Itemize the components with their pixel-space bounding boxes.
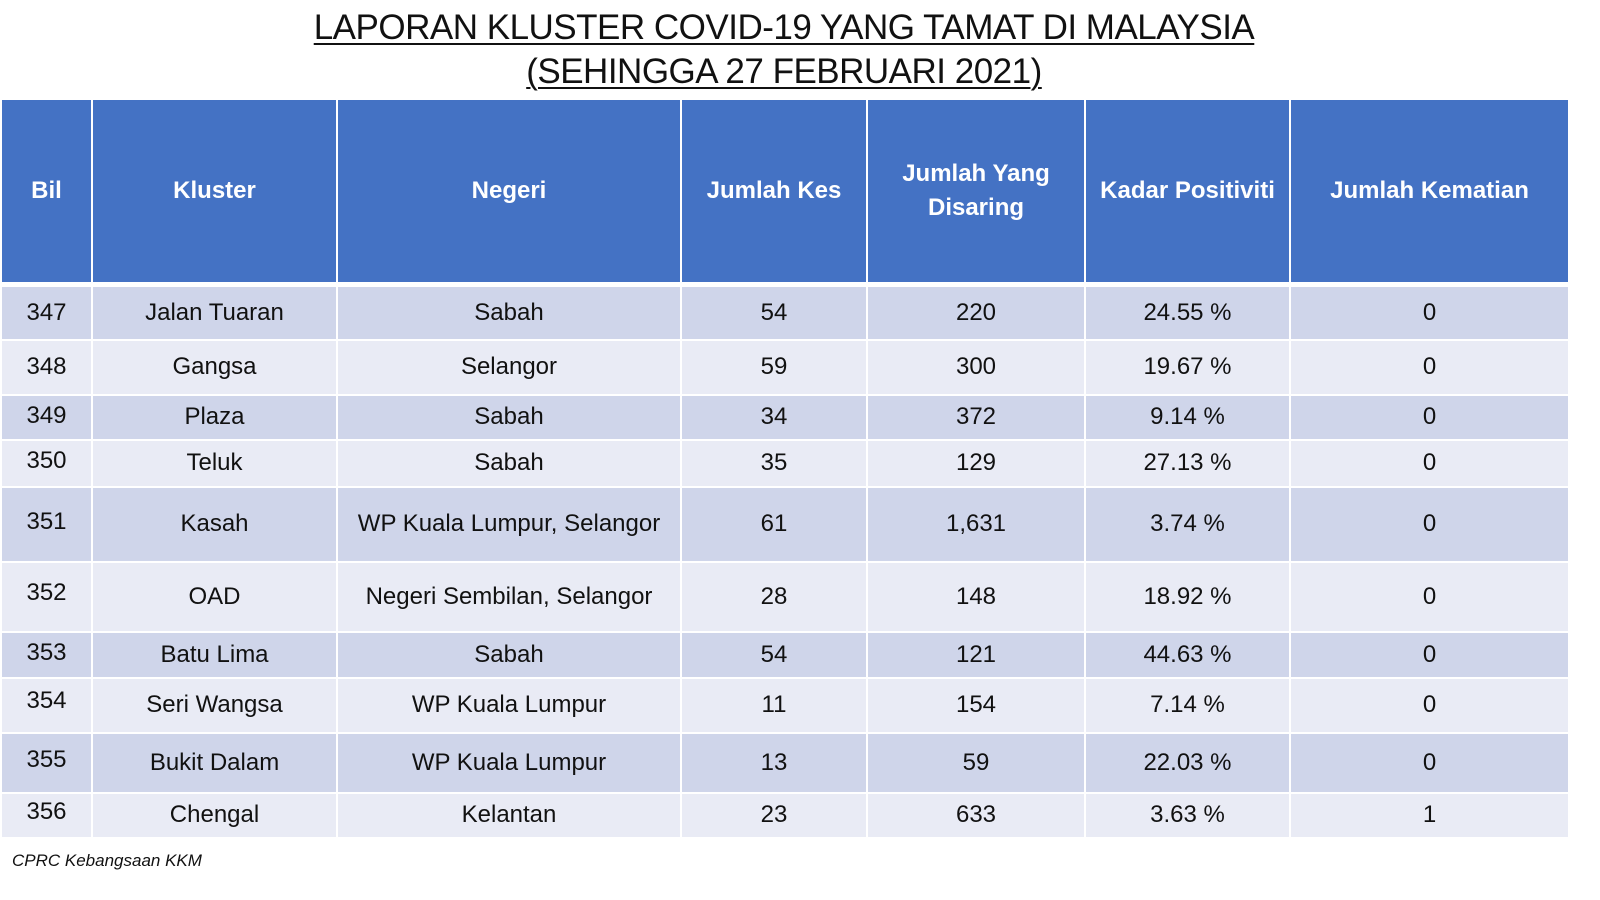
title-line-2-text: (SEHINGGA 27 FEBRUARI 2021) [526,52,1042,91]
report-title: LAPORAN KLUSTER COVID-19 YANG TAMAT DI M… [0,6,1568,94]
cell-negeri: WP Kuala Lumpur [336,676,682,734]
cell-negeri: WP Kuala Lumpur, Selangor [336,485,682,563]
cell-jumlah-disaring: 220 [866,283,1086,341]
cell-negeri: WP Kuala Lumpur [336,731,682,794]
cell-negeri: Sabah [336,630,682,679]
cell-jumlah-disaring: 633 [866,791,1086,839]
cell-jumlah-disaring: 372 [866,393,1086,441]
table-header-row: Bil Kluster Negeri Jumlah Kes Jumlah Yan… [0,98,1570,287]
cell-kluster: Gangsa [91,338,338,396]
title-line-1: LAPORAN KLUSTER COVID-19 YANG TAMAT DI M… [0,6,1568,50]
cell-kadar-positiviti: 19.67 % [1084,338,1291,396]
header-kadar-positiviti: Kadar Positiviti [1084,98,1291,287]
source-note: CPRC Kebangsaan KKM [12,851,202,870]
cell-negeri: Sabah [336,438,682,488]
cell-kadar-positiviti: 22.03 % [1084,731,1291,794]
table-row: 356 Chengal Kelantan 23 633 3.63 % 1 [0,791,1570,839]
header-negeri: Negeri [336,98,682,287]
header-jumlah-kes: Jumlah Kes [680,98,868,287]
cell-jumlah-kematian: 0 [1289,676,1570,734]
table-row: 353 Batu Lima Sabah 54 121 44.63 % 0 [0,630,1570,679]
cell-bil: 349 [0,393,93,441]
cell-kadar-positiviti: 44.63 % [1084,630,1291,679]
cell-bil: 353 [0,630,93,679]
table-row: 350 Teluk Sabah 35 129 27.13 % 0 [0,438,1570,488]
table-row: 354 Seri Wangsa WP Kuala Lumpur 11 154 7… [0,676,1570,734]
cell-kadar-positiviti: 3.63 % [1084,791,1291,839]
header-kluster: Kluster [91,98,338,287]
cell-kluster: Jalan Tuaran [91,283,338,341]
cell-kluster: OAD [91,560,338,633]
cell-jumlah-kes: 11 [680,676,868,734]
cell-bil: 355 [0,731,93,794]
cell-jumlah-kes: 54 [680,283,868,341]
cell-jumlah-disaring: 59 [866,731,1086,794]
cell-jumlah-disaring: 121 [866,630,1086,679]
cell-kluster: Seri Wangsa [91,676,338,734]
cell-negeri: Sabah [336,283,682,341]
cell-jumlah-kematian: 0 [1289,485,1570,563]
header-bil: Bil [0,98,93,287]
cell-bil: 350 [0,438,93,488]
header-jumlah-kematian: Jumlah Kematian [1289,98,1570,287]
title-line-1-text: LAPORAN KLUSTER COVID-19 YANG TAMAT DI M… [313,8,1255,47]
cell-jumlah-kematian: 0 [1289,338,1570,396]
cell-bil: 352 [0,560,93,633]
cell-jumlah-disaring: 154 [866,676,1086,734]
table-row: 347 Jalan Tuaran Sabah 54 220 24.55 % 0 [0,283,1570,341]
cell-kadar-positiviti: 27.13 % [1084,438,1291,488]
cell-jumlah-kes: 28 [680,560,868,633]
cell-kluster: Batu Lima [91,630,338,679]
cell-bil: 356 [0,791,93,839]
cell-negeri: Sabah [336,393,682,441]
table-row: 351 Kasah WP Kuala Lumpur, Selangor 61 1… [0,485,1570,563]
cell-jumlah-kes: 54 [680,630,868,679]
cell-jumlah-kes: 59 [680,338,868,396]
cell-negeri: Negeri Sembilan, Selangor [336,560,682,633]
cell-kluster: Bukit Dalam [91,731,338,794]
header-jumlah-disaring: Jumlah Yang Disaring [866,98,1086,287]
table-row: 352 OAD Negeri Sembilan, Selangor 28 148… [0,560,1570,633]
cell-negeri: Kelantan [336,791,682,839]
table-row: 348 Gangsa Selangor 59 300 19.67 % 0 [0,338,1570,396]
cell-kadar-positiviti: 24.55 % [1084,283,1291,341]
cell-bil: 351 [0,485,93,563]
cell-kluster: Plaza [91,393,338,441]
cell-jumlah-kematian: 0 [1289,283,1570,341]
table-row: 349 Plaza Sabah 34 372 9.14 % 0 [0,393,1570,441]
cell-jumlah-kematian: 0 [1289,560,1570,633]
cell-jumlah-kes: 34 [680,393,868,441]
cell-bil: 354 [0,676,93,734]
cell-jumlah-disaring: 129 [866,438,1086,488]
cell-jumlah-kes: 23 [680,791,868,839]
cell-jumlah-kematian: 1 [1289,791,1570,839]
cell-kadar-positiviti: 18.92 % [1084,560,1291,633]
cell-kluster: Kasah [91,485,338,563]
cell-kluster: Chengal [91,791,338,839]
cell-jumlah-kes: 35 [680,438,868,488]
cell-kadar-positiviti: 3.74 % [1084,485,1291,563]
cell-jumlah-kematian: 0 [1289,630,1570,679]
cell-negeri: Selangor [336,338,682,396]
cell-jumlah-disaring: 300 [866,338,1086,396]
cell-kadar-positiviti: 7.14 % [1084,676,1291,734]
cell-jumlah-disaring: 148 [866,560,1086,633]
cluster-table: Bil Kluster Negeri Jumlah Kes Jumlah Yan… [0,98,1570,839]
title-line-2: (SEHINGGA 27 FEBRUARI 2021) [0,50,1568,94]
cell-kluster: Teluk [91,438,338,488]
cell-jumlah-disaring: 1,631 [866,485,1086,563]
cell-jumlah-kematian: 0 [1289,393,1570,441]
cell-jumlah-kematian: 0 [1289,438,1570,488]
cell-jumlah-kes: 13 [680,731,868,794]
cell-jumlah-kematian: 0 [1289,731,1570,794]
table-row: 355 Bukit Dalam WP Kuala Lumpur 13 59 22… [0,731,1570,794]
cell-bil: 347 [0,283,93,341]
cell-jumlah-kes: 61 [680,485,868,563]
cell-kadar-positiviti: 9.14 % [1084,393,1291,441]
cell-bil: 348 [0,338,93,396]
